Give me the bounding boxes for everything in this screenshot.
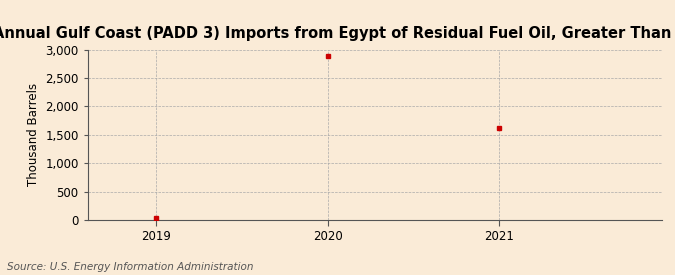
- Title: Annual Gulf Coast (PADD 3) Imports from Egypt of Residual Fuel Oil, Greater Than: Annual Gulf Coast (PADD 3) Imports from …: [0, 26, 675, 42]
- Text: Source: U.S. Energy Information Administration: Source: U.S. Energy Information Administ…: [7, 262, 253, 272]
- Y-axis label: Thousand Barrels: Thousand Barrels: [27, 83, 40, 186]
